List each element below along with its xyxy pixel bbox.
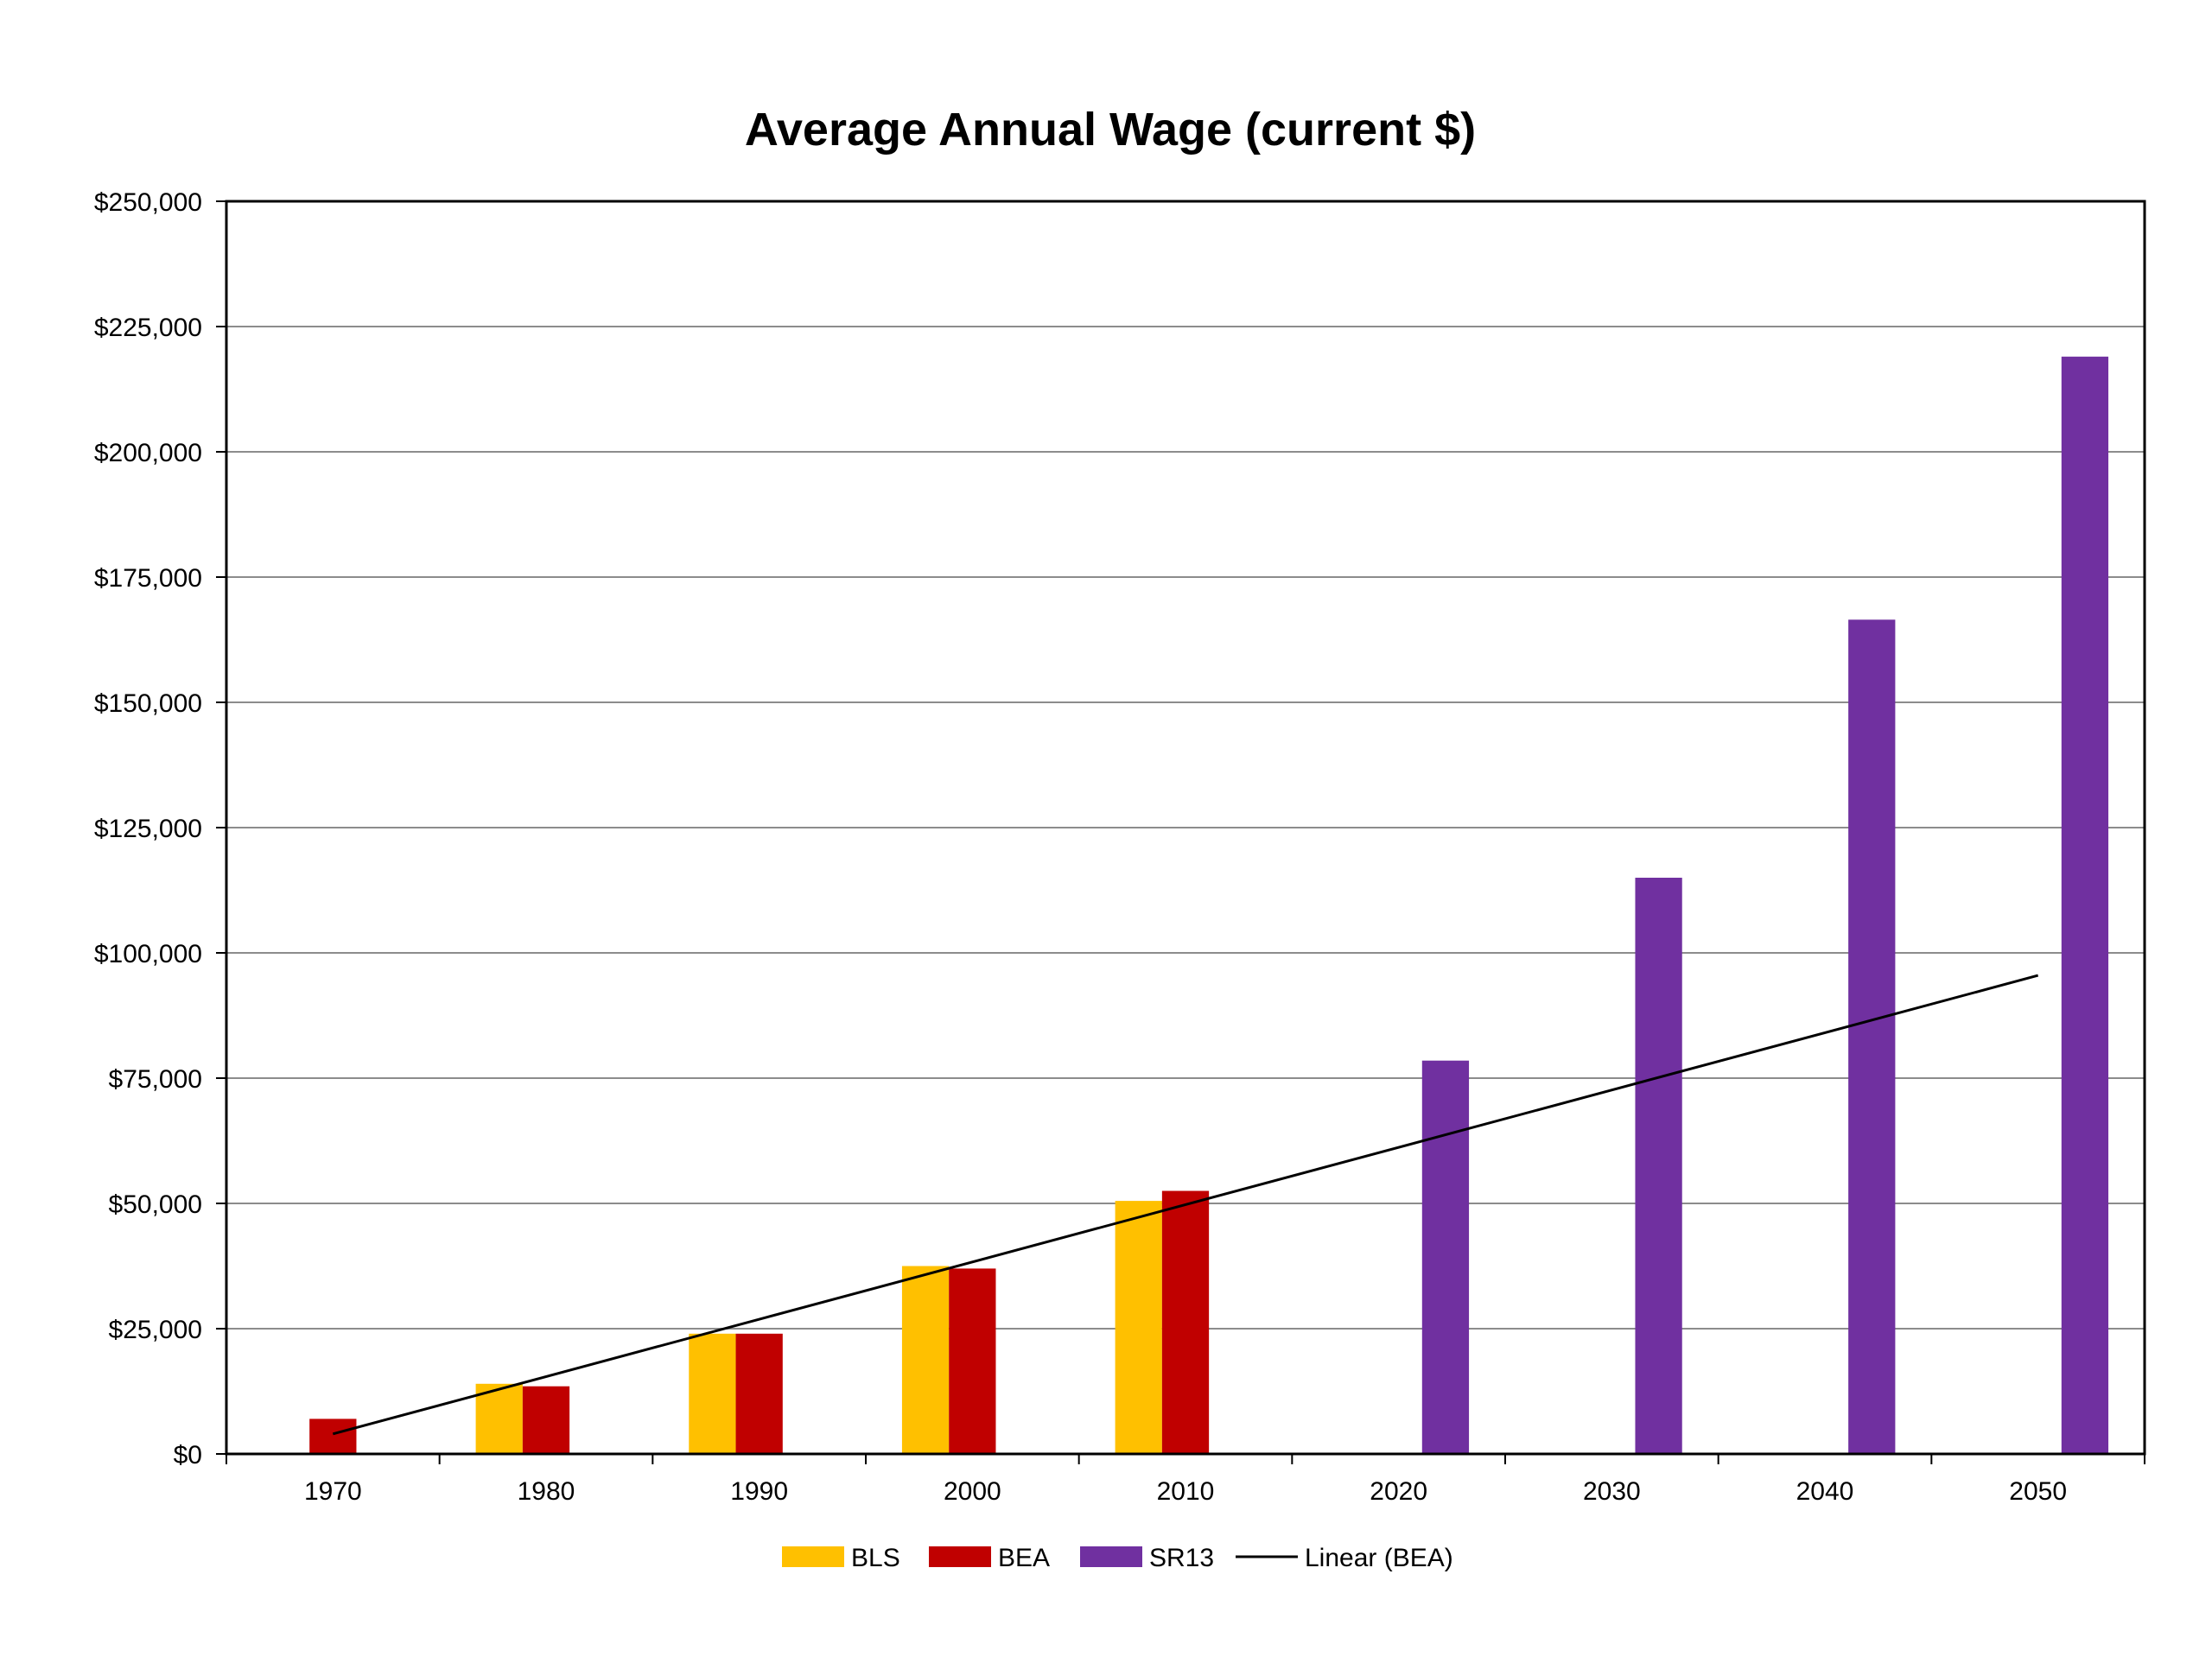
legend-swatch-bls xyxy=(782,1546,844,1567)
y-tick-label: $75,000 xyxy=(109,1065,202,1094)
bar-sr13 xyxy=(1848,619,1896,1454)
chart-title: Average Annual Wage (current $) xyxy=(745,104,1476,156)
bar-bls xyxy=(475,1383,523,1454)
legend: BLS BEA SR13 Linear (BEA) xyxy=(782,1544,1453,1572)
trendline-group xyxy=(332,974,2039,1436)
y-tick-label: $250,000 xyxy=(94,188,202,217)
x-tick-label: 1970 xyxy=(304,1477,362,1506)
bar-bls xyxy=(689,1333,736,1454)
bar-sr13 xyxy=(1421,1060,1470,1454)
y-tick-label: $125,000 xyxy=(94,815,202,843)
legend-swatch-bea xyxy=(929,1546,991,1567)
gridlines xyxy=(226,326,2145,1330)
bar-bea xyxy=(735,1333,783,1454)
x-tick-label: 1980 xyxy=(518,1477,575,1506)
bars-group xyxy=(309,356,2109,1454)
bar-bea xyxy=(309,1419,357,1454)
x-tick-label: 2030 xyxy=(1583,1477,1641,1506)
bar-bea xyxy=(1161,1190,1210,1454)
legend-label-trendline: Linear (BEA) xyxy=(1305,1544,1453,1572)
y-tick-label: $50,000 xyxy=(109,1190,202,1219)
x-tick-label: 2050 xyxy=(2009,1477,2067,1506)
y-tick-label: $225,000 xyxy=(94,314,202,342)
y-tick-label: $150,000 xyxy=(94,689,202,718)
bar-bea xyxy=(949,1268,996,1454)
bar-bls xyxy=(1115,1201,1162,1454)
x-tick-label: 2020 xyxy=(1370,1477,1427,1506)
bar-sr13 xyxy=(1635,878,1682,1454)
legend-label-sr13: SR13 xyxy=(1149,1544,1214,1572)
y-tick-label: $175,000 xyxy=(94,564,202,593)
trendline-linear-bea xyxy=(332,974,2039,1436)
legend-swatch-sr13 xyxy=(1080,1546,1142,1567)
bar-bea xyxy=(522,1386,570,1454)
bar-sr13 xyxy=(2061,356,2109,1454)
x-tick-label: 2040 xyxy=(1796,1477,1854,1506)
y-tick-label: $100,000 xyxy=(94,940,202,968)
x-tick-label: 2010 xyxy=(1157,1477,1215,1506)
legend-label-bls: BLS xyxy=(851,1544,900,1572)
x-axis: 1970 1980 1990 2000 2010 2020 2030 2040 2050 xyxy=(226,1454,2145,1506)
legend-label-bea: BEA xyxy=(998,1544,1050,1572)
y-tick-label: $25,000 xyxy=(109,1316,202,1344)
x-tick-label: 2000 xyxy=(944,1477,1001,1506)
y-tick-label: $0 xyxy=(174,1441,202,1469)
x-tick-label: 1990 xyxy=(730,1477,788,1506)
y-axis: $0 $25,000 $50,000 $75,000 $100,000 $125,000 $… xyxy=(94,188,226,1469)
bar-bls xyxy=(901,1266,950,1454)
y-tick-label: $200,000 xyxy=(94,439,202,467)
